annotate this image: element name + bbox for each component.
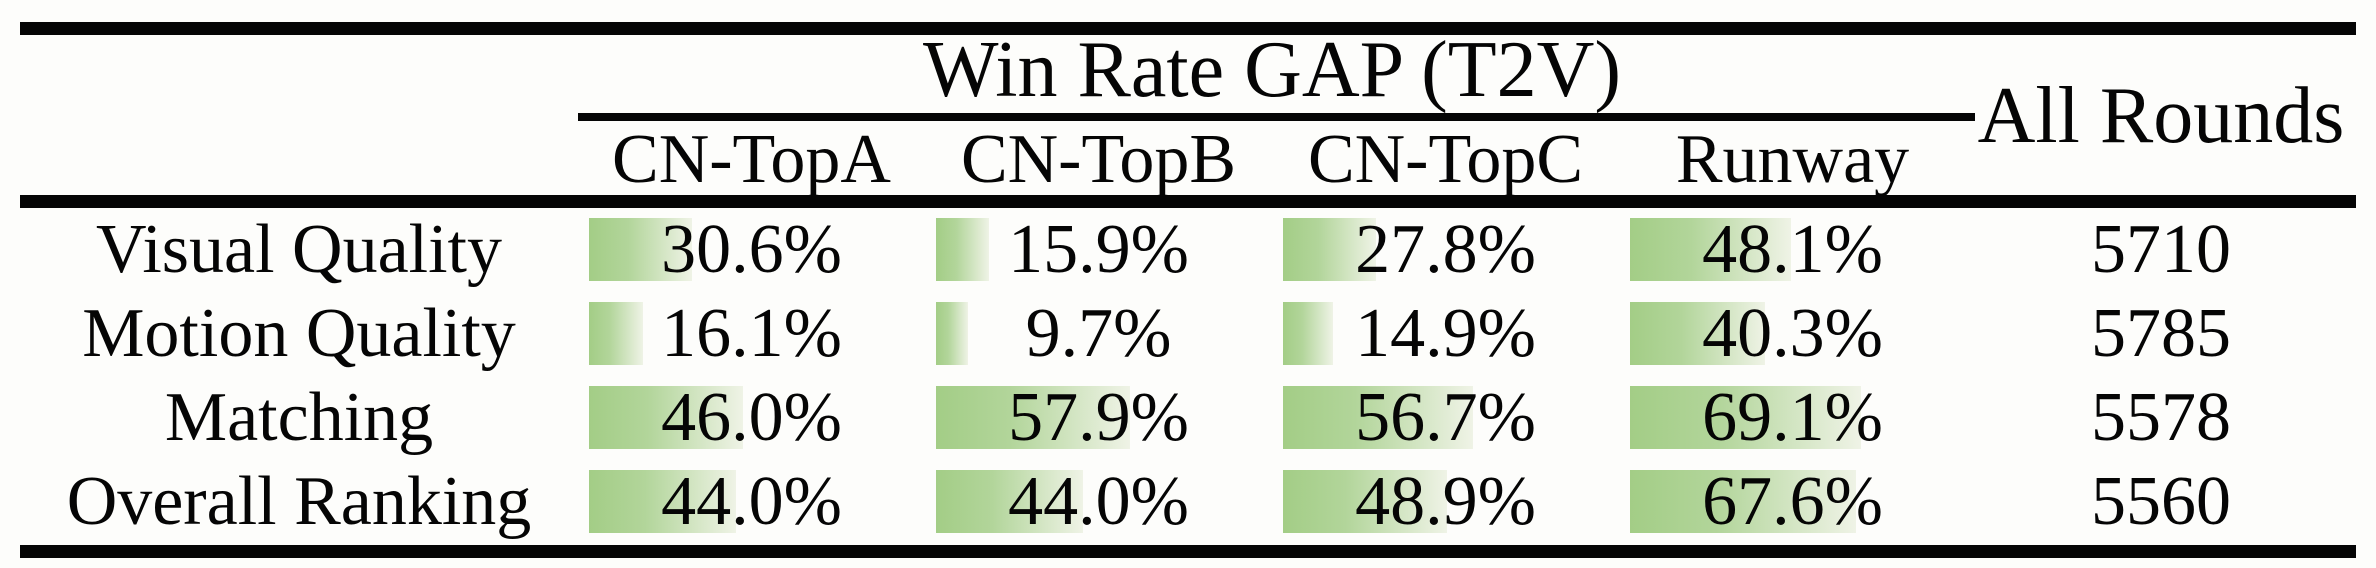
- data-bar: [589, 470, 737, 533]
- cell-value: 69.1%: [1702, 379, 1883, 456]
- bottom-rule: [20, 545, 2356, 558]
- cell-value: 48.1%: [1702, 211, 1883, 288]
- data-bar: [1630, 470, 1857, 533]
- table-cell: 48.9%: [1272, 460, 1619, 544]
- all-rounds-value: 5710: [2091, 211, 2231, 288]
- cell-value: 40.3%: [1702, 295, 1883, 372]
- data-bar: [1283, 470, 1447, 533]
- table-row: Overall Ranking 44.0% 44.0% 48.9% 67.6% …: [0, 460, 2376, 544]
- row-label: Overall Ranking: [66, 463, 532, 540]
- all-rounds-header: All Rounds: [1977, 72, 2345, 160]
- header-rule: [20, 195, 2356, 208]
- data-bar: [589, 218, 692, 281]
- column-header-cn-topc: CN-TopC: [1307, 121, 1584, 198]
- data-bar: [936, 386, 1130, 449]
- table-cell: 30.6%: [578, 208, 925, 292]
- table-cell: 16.1%: [578, 292, 925, 376]
- row-label: Visual Quality: [95, 211, 503, 288]
- table-cell: 67.6%: [1619, 460, 1966, 544]
- cell-value: 9.7%: [1025, 295, 1172, 372]
- cell-value: 44.0%: [661, 463, 842, 540]
- table-cell: 57.9%: [925, 376, 1272, 460]
- data-bar: [936, 302, 969, 365]
- row-label: Matching: [164, 379, 434, 456]
- table-row: Visual Quality 30.6% 15.9% 27.8% 48.1% 5…: [0, 208, 2376, 292]
- cell-value: 56.7%: [1355, 379, 1536, 456]
- table-cell: 14.9%: [1272, 292, 1619, 376]
- data-bar: [1630, 218, 1792, 281]
- data-bar: [936, 218, 990, 281]
- cell-value: 30.6%: [661, 211, 842, 288]
- table-cell: 27.8%: [1272, 208, 1619, 292]
- cell-value: 46.0%: [661, 379, 842, 456]
- cell-value: 27.8%: [1355, 211, 1536, 288]
- row-label: Motion Quality: [82, 295, 516, 372]
- cell-value: 16.1%: [661, 295, 842, 372]
- table-row: Motion Quality 16.1% 9.7% 14.9% 40.3% 57…: [0, 292, 2376, 376]
- table-cell: 56.7%: [1272, 376, 1619, 460]
- top-rule: [20, 22, 2356, 35]
- table-cell: 40.3%: [1619, 292, 1966, 376]
- cell-value: 44.0%: [1008, 463, 1189, 540]
- cell-value: 14.9%: [1355, 295, 1536, 372]
- column-header-cn-topa: CN-TopA: [612, 121, 891, 198]
- data-bar: [936, 470, 1084, 533]
- table-row: Matching 46.0% 57.9% 56.7% 69.1% 5578: [0, 376, 2376, 460]
- all-rounds-value: 5560: [2091, 463, 2231, 540]
- cell-value: 48.9%: [1355, 463, 1536, 540]
- table-cell: 48.1%: [1619, 208, 1966, 292]
- data-bar: [1283, 302, 1333, 365]
- table-cell: 69.1%: [1619, 376, 1966, 460]
- data-bar: [1630, 302, 1765, 365]
- column-header-cn-topb: CN-TopB: [960, 121, 1237, 198]
- data-bar: [589, 302, 643, 365]
- table-cell: 15.9%: [925, 208, 1272, 292]
- group-header-rule: [578, 113, 1975, 121]
- column-header-runway: Runway: [1675, 121, 1910, 198]
- data-bar: [1630, 386, 1862, 449]
- all-rounds-value: 5785: [2091, 295, 2231, 372]
- cell-value: 57.9%: [1008, 379, 1189, 456]
- table-cell: 9.7%: [925, 292, 1272, 376]
- data-bar: [1283, 218, 1377, 281]
- cell-value: 67.6%: [1702, 463, 1883, 540]
- data-bar: [589, 386, 744, 449]
- all-rounds-value: 5578: [2091, 379, 2231, 456]
- data-bar: [1283, 386, 1473, 449]
- table-cell: 46.0%: [578, 376, 925, 460]
- cell-value: 15.9%: [1008, 211, 1189, 288]
- group-header-title: Win Rate GAP (T2V): [922, 26, 1622, 114]
- table-cell: 44.0%: [925, 460, 1272, 544]
- table-cell: 44.0%: [578, 460, 925, 544]
